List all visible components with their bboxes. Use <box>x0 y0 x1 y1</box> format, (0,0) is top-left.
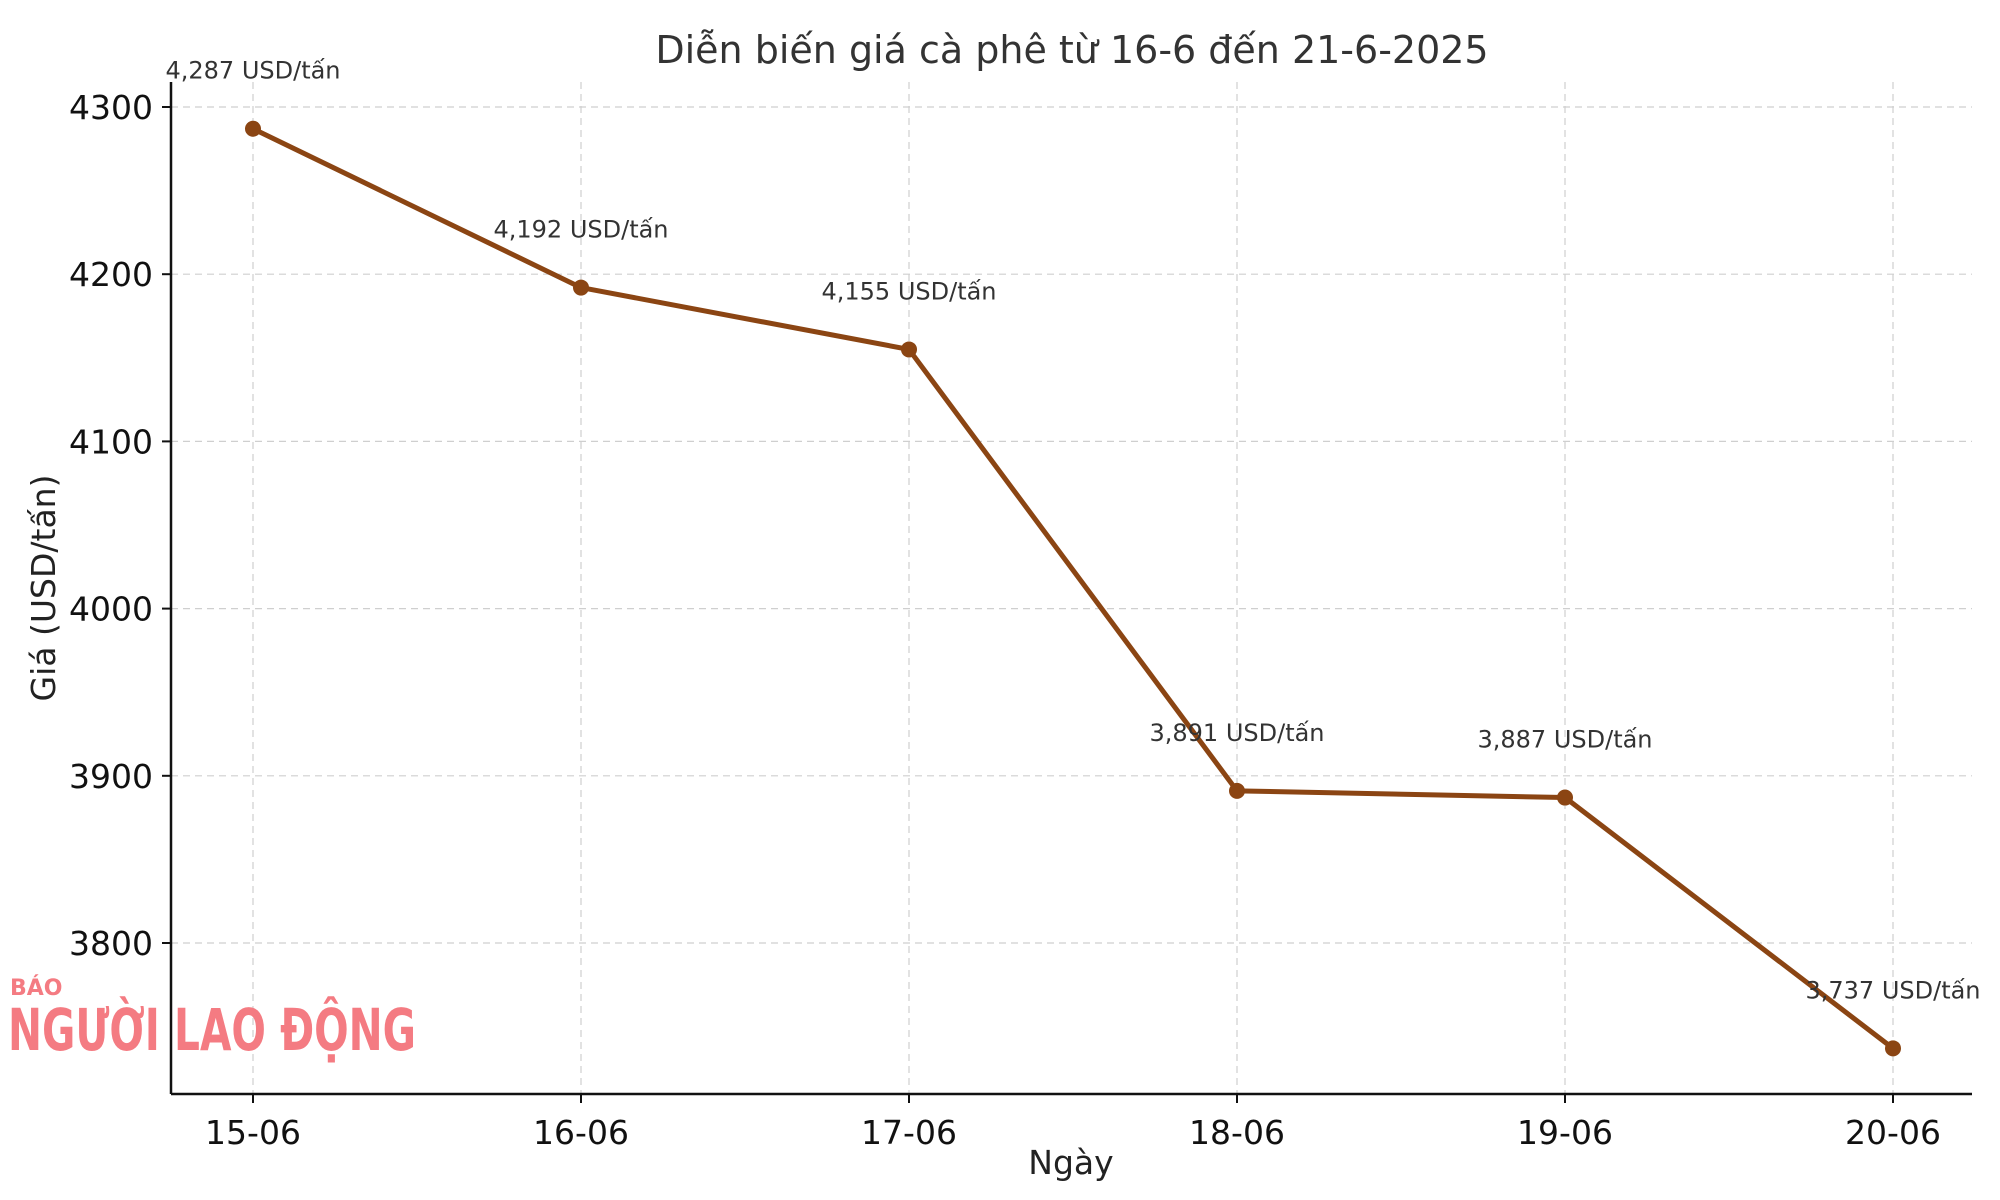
data-point <box>1557 789 1573 806</box>
y-tick-label: 4000 <box>69 590 153 629</box>
data-label: 3,887 USD/tấn <box>1477 726 1652 754</box>
x-tick-label: 19-06 <box>1517 1113 1613 1152</box>
data-label: 4,287 USD/tấn <box>165 57 340 85</box>
price-series <box>245 120 1901 1057</box>
x-tick-label: 15-06 <box>205 1113 301 1152</box>
watermark-logo: BÁO NGƯỜI LAO ĐỘNG <box>8 975 416 1064</box>
y-tick-label: 3900 <box>69 757 153 796</box>
watermark-small-text: BÁO <box>10 975 63 1001</box>
x-tick-label: 20-06 <box>1845 1113 1941 1152</box>
data-label: 3,891 USD/tấn <box>1149 719 1324 747</box>
watermark-big-text: NGƯỜI LAO ĐỘNG <box>8 995 416 1064</box>
y-axis-label: Giá (USD/tấn) <box>24 475 63 702</box>
data-point <box>901 341 917 358</box>
chart-title: Diễn biến giá cà phê từ 16-6 đến 21-6-20… <box>655 28 1488 72</box>
data-label: 3,737 USD/tấn <box>1805 976 1980 1004</box>
data-labels: 4,287 USD/tấn 4,192 USD/tấn 4,155 USD/tấn 3… <box>165 57 1980 1005</box>
data-point <box>573 279 589 296</box>
y-tick-label: 4300 <box>69 88 153 127</box>
data-point <box>1229 782 1245 799</box>
grid-lines <box>171 82 1972 1094</box>
x-tick-label: 17-06 <box>861 1113 957 1152</box>
data-label: 4,155 USD/tấn <box>821 277 996 305</box>
y-axis-ticks: 3800 3900 4000 4100 4200 4300 <box>69 88 171 963</box>
x-tick-label: 18-06 <box>1189 1113 1285 1152</box>
data-point <box>245 120 261 137</box>
y-tick-label: 3800 <box>69 924 153 963</box>
x-axis-ticks: 15-06 16-06 17-06 18-06 19-06 20-06 <box>205 1094 1941 1152</box>
data-point <box>1885 1040 1901 1057</box>
data-label: 4,192 USD/tấn <box>493 216 668 244</box>
price-line <box>250 126 1896 1051</box>
x-axis-label: Ngày <box>1028 1143 1113 1182</box>
y-tick-label: 4200 <box>69 255 153 294</box>
x-tick-label: 16-06 <box>533 1113 629 1152</box>
y-tick-label: 4100 <box>69 422 153 461</box>
